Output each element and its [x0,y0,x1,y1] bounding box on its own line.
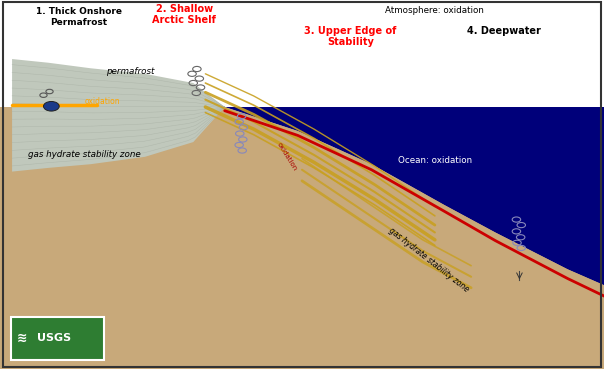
Text: 3. Upper Edge of
Stability: 3. Upper Edge of Stability [304,26,396,48]
Text: permafrost: permafrost [106,68,154,76]
Polygon shape [0,107,604,369]
Text: gas hydrate stability zone: gas hydrate stability zone [387,226,471,294]
Circle shape [43,101,59,111]
Text: 4. Deepwater: 4. Deepwater [467,26,541,36]
Text: 1. Thick Onshore
Permafrost: 1. Thick Onshore Permafrost [36,7,121,27]
Text: Ocean: oxidation: Ocean: oxidation [398,156,472,165]
Text: gas hydrate stability zone: gas hydrate stability zone [28,151,141,159]
Text: oxidation: oxidation [85,97,120,106]
Text: ≋: ≋ [17,332,27,345]
Text: Atmosphere: oxidation: Atmosphere: oxidation [385,6,484,14]
Text: 2. Shallow
Arctic Shelf: 2. Shallow Arctic Shelf [152,4,216,25]
FancyBboxPatch shape [11,317,104,360]
Polygon shape [225,107,604,288]
Text: oxidation: oxidation [276,142,298,172]
Polygon shape [0,0,604,107]
Polygon shape [12,59,225,172]
Text: 500 m: 500 m [554,61,583,70]
Text: USGS: USGS [37,333,71,344]
